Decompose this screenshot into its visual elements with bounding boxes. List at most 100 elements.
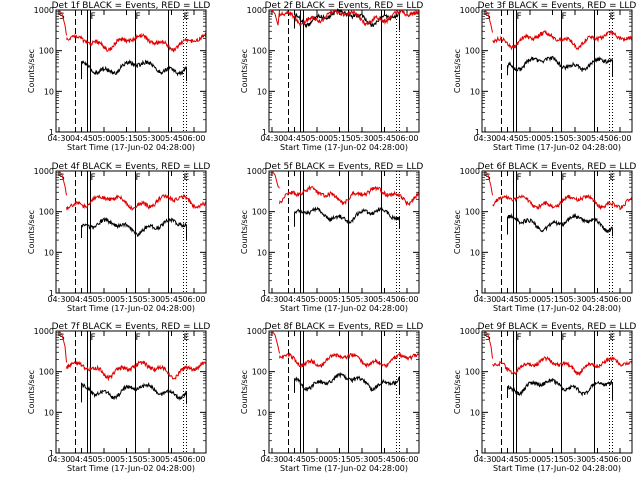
x-tick-label: 04:30 [473, 134, 496, 143]
y-tick-label: 10 [44, 408, 54, 417]
y-axis-label: Counts/sec [27, 210, 36, 254]
marker-e: E [184, 333, 190, 343]
x-tick-label: 05:15 [541, 455, 564, 464]
y-tick-label: 10 [257, 87, 267, 96]
x-tick-label: 05:15 [541, 134, 564, 143]
y-tick-label: 1000 [247, 6, 267, 15]
y-axis-label: Counts/sec [27, 49, 36, 93]
y-tick-label: 1 [475, 289, 480, 298]
plot-frame [481, 9, 633, 133]
marker-f: F [136, 173, 141, 183]
marker-s: S [485, 173, 491, 183]
x-tick-label: 06:00 [395, 134, 418, 143]
x-tick-label: 04:45 [70, 134, 93, 143]
series-lld [58, 330, 207, 382]
x-tick-label: 06:00 [395, 455, 418, 464]
x-tick-label: 04:30 [47, 295, 70, 304]
marker-f: F [91, 12, 96, 22]
x-tick-label: 06:00 [182, 295, 205, 304]
x-tick-label: 04:45 [70, 295, 93, 304]
y-tick-label: 10 [257, 248, 267, 257]
x-tick-label: 05:30 [350, 295, 373, 304]
y-tick-label: 10 [470, 87, 480, 96]
x-tick-label: 06:00 [608, 455, 631, 464]
panel-title: Det 2f BLACK = Events, RED = LLD [265, 1, 424, 11]
y-tick-label: 1 [262, 449, 267, 458]
x-tick-label: 06:00 [608, 295, 631, 304]
x-tick-label: 05:30 [137, 134, 160, 143]
y-tick-label: 1000 [460, 6, 480, 15]
x-tick-label: 05:00 [518, 455, 541, 464]
x-tick-label: 05:00 [305, 295, 328, 304]
series-events [294, 206, 400, 229]
y-tick-label: 100 [252, 47, 267, 56]
detector-panel-7: Det 7f BLACK = Events, RED = LLD 1 10 100 10… [27, 322, 210, 473]
y-tick-label: 1 [262, 289, 267, 298]
x-tick-label: 05:15 [115, 134, 138, 143]
panel-title: Det 3f BLACK = Events, RED = LLD [478, 1, 637, 11]
y-axis-label: Counts/sec [240, 49, 249, 93]
detector-panel-2: Det 2f BLACK = Events, RED = LLD 1 10 100 10… [240, 1, 423, 152]
x-tick-label: 05:30 [137, 295, 160, 304]
series-events [294, 8, 400, 31]
x-tick-label: 05:00 [518, 134, 541, 143]
series-events [507, 55, 613, 77]
x-tick-label: 05:45 [160, 455, 183, 464]
series-lld [271, 170, 419, 207]
y-tick-label: 100 [39, 47, 54, 56]
x-tick-label: 05:30 [137, 455, 160, 464]
x-tick-label: 04:45 [496, 455, 519, 464]
series-events [81, 59, 187, 81]
marker-f: F [91, 333, 96, 343]
detector-panel-6: Det 6f BLACK = Events, RED = LLD 1 10 100 10… [453, 162, 636, 313]
detector-panel-1: Det 1f BLACK = Events, RED = LLD 1 10 100 10… [27, 1, 210, 152]
x-tick-label: 05:00 [92, 134, 115, 143]
series-lld [58, 170, 207, 212]
y-axis-label: Counts/sec [240, 210, 249, 254]
x-tick-label: 05:00 [518, 295, 541, 304]
x-tick-label: 04:45 [283, 295, 306, 304]
x-tick-label: 04:30 [473, 455, 496, 464]
x-tick-label: 05:45 [586, 455, 609, 464]
y-tick-label: 100 [465, 368, 480, 377]
x-tick-label: 05:30 [563, 134, 586, 143]
x-tick-label: 05:15 [328, 455, 351, 464]
x-tick-label: 05:30 [350, 134, 373, 143]
plot-frame [268, 330, 420, 454]
series-events [81, 382, 187, 405]
panel-title: Det 7f BLACK = Events, RED = LLD [52, 322, 211, 332]
y-axis-label: Counts/sec [27, 370, 36, 414]
plot-frame [55, 330, 207, 454]
plot-frame [55, 170, 207, 294]
x-tick-label: 05:30 [563, 295, 586, 304]
panel-title: Det 8f BLACK = Events, RED = LLD [265, 322, 424, 332]
marker-f: F [562, 12, 567, 22]
marker-f: F [91, 173, 96, 183]
y-tick-label: 100 [465, 208, 480, 217]
panel-title: Det 1f BLACK = Events, RED = LLD [52, 1, 211, 11]
y-tick-label: 100 [252, 368, 267, 377]
x-tick-label: 06:00 [395, 295, 418, 304]
x-tick-label: 05:15 [328, 295, 351, 304]
series-lld [58, 9, 207, 53]
x-tick-label: 05:00 [92, 455, 115, 464]
y-tick-label: 100 [252, 208, 267, 217]
y-tick-label: 10 [470, 408, 480, 417]
marker-s: S [59, 333, 65, 343]
marker-s: S [485, 333, 491, 343]
x-tick-label: 06:00 [182, 134, 205, 143]
x-tick-label: 04:30 [260, 295, 283, 304]
y-tick-label: 1000 [247, 167, 267, 176]
x-tick-label: 05:15 [115, 295, 138, 304]
x-tick-label: 05:00 [305, 455, 328, 464]
x-tick-label: 04:30 [47, 455, 70, 464]
y-tick-label: 1000 [460, 167, 480, 176]
panel-title: Det 5f BLACK = Events, RED = LLD [265, 162, 424, 172]
x-axis-label: Start Time (17-Jun-02 04:28:00) [280, 143, 408, 152]
x-tick-label: 04:45 [283, 455, 306, 464]
x-tick-label: 05:45 [373, 295, 396, 304]
x-tick-label: 05:45 [160, 134, 183, 143]
y-tick-label: 100 [39, 208, 54, 217]
marker-f: F [136, 12, 141, 22]
y-tick-label: 100 [465, 47, 480, 56]
